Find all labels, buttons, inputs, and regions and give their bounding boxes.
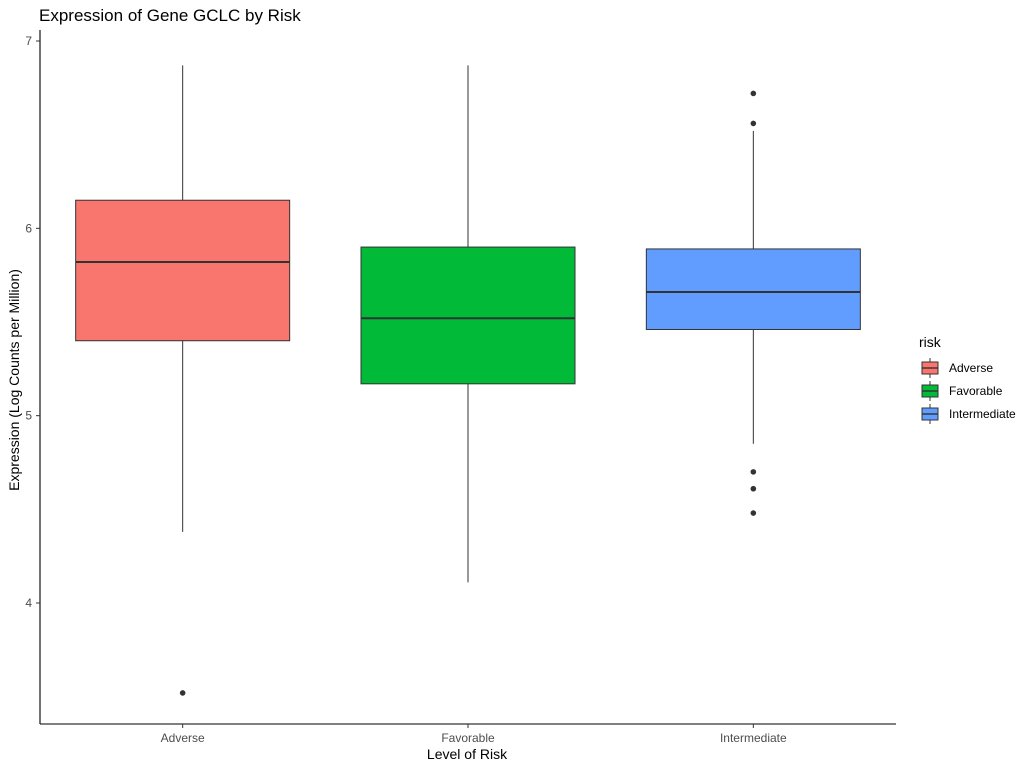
legend-item-adverse: Adverse [921, 358, 993, 378]
y-axis-title: Expression (Log Counts per Million) [6, 269, 22, 491]
legend-label: Intermediate [949, 407, 1016, 421]
x-axis: Adverse Favorable Intermediate [40, 723, 896, 745]
plot-area [75, 65, 861, 696]
outlier-point [179, 690, 186, 696]
legend-label: Favorable [949, 384, 1003, 398]
x-tick-label: Intermediate [720, 731, 787, 745]
outlier-point [750, 485, 757, 492]
y-axis: 4 5 6 7 [25, 30, 41, 724]
legend-item-intermediate: Intermediate [921, 404, 1016, 424]
y-tick-label: 6 [25, 221, 32, 235]
box-favorable [360, 65, 576, 583]
y-tick-label: 5 [25, 409, 32, 423]
outlier-point [750, 90, 757, 97]
box-intermediate [645, 90, 861, 516]
legend-label: Adverse [949, 361, 993, 375]
box-iqr [645, 248, 861, 330]
x-tick-label: Adverse [161, 731, 205, 745]
chart-title: Expression of Gene GCLC by Risk [39, 6, 301, 25]
outlier-point [750, 120, 757, 127]
box-iqr [360, 246, 576, 385]
y-tick-label: 4 [25, 596, 32, 610]
legend: risk Adverse Favorable Intermediate [919, 334, 1016, 424]
outlier-point [750, 469, 757, 475]
x-tick-label: Favorable [441, 731, 495, 745]
box-iqr [75, 199, 291, 342]
legend-title: risk [919, 334, 942, 350]
x-axis-title: Level of Risk [427, 746, 508, 762]
outlier-point [750, 510, 757, 516]
box-adverse [75, 65, 291, 696]
y-tick-label: 7 [25, 34, 32, 48]
legend-item-favorable: Favorable [921, 381, 1003, 401]
